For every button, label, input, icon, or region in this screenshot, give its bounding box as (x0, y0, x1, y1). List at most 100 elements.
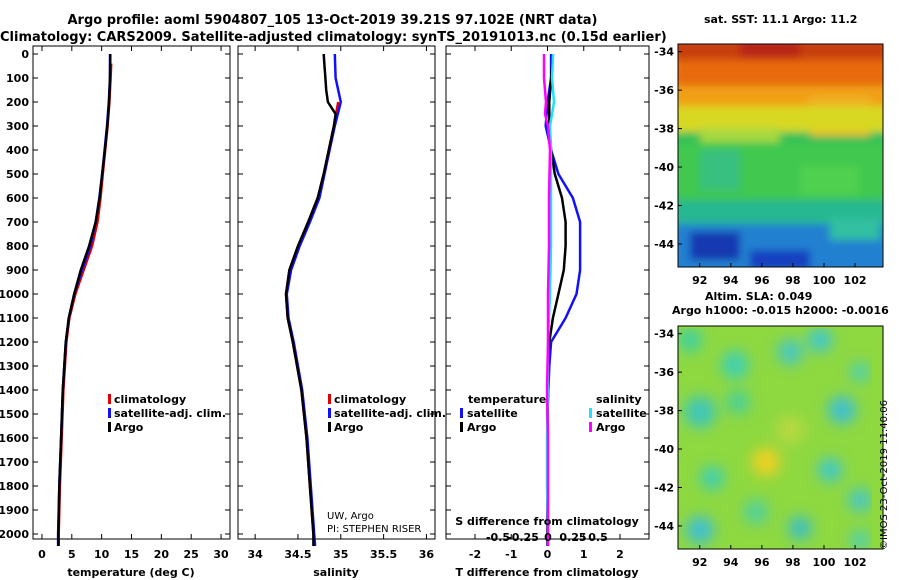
series-line-climatology (284, 101, 340, 547)
x-tick-label: 25 (184, 548, 199, 561)
legend-title-temperature: temperature (468, 393, 546, 406)
x-tick-label: 10 (94, 548, 110, 561)
series-line-argo (57, 53, 112, 546)
legend-swatch-climatology (108, 394, 111, 404)
sst-heatmap (678, 44, 883, 267)
legend-label-satellite: satellite-adj. clim. (114, 407, 226, 420)
map-y-tick-label: -34 (654, 328, 674, 341)
map-x-tick-label: 100 (813, 556, 836, 569)
salinity-legend: climatology satellite-adj. clim. Argo (328, 393, 446, 434)
map-x-tick-label: 96 (754, 274, 770, 287)
map-x-tick-label: 100 (813, 274, 836, 287)
temperature-xlabel: temperature (deg C) (67, 566, 194, 579)
x-tick-label: 5 (68, 548, 76, 561)
depth-tick-label: 500 (6, 168, 29, 181)
legend-label-argo: Argo (114, 421, 144, 434)
series-line-salinity-argo (542, 54, 552, 546)
source-annotation: UW, Argo (327, 511, 374, 522)
depth-tick-label: 800 (6, 240, 29, 253)
x-tick-label: 36 (419, 548, 435, 561)
depth-tick-label: 300 (6, 120, 29, 133)
map-y-tick-label: -34 (654, 46, 674, 59)
map-y-tick-label: -38 (654, 405, 674, 418)
depth-tick-label: 600 (6, 192, 29, 205)
legend-swatch-argo (108, 422, 111, 432)
s-difference-label: S difference from climatology (455, 515, 639, 528)
legend-swatch-satellite (328, 408, 331, 418)
map-x-tick-label: 94 (723, 556, 739, 569)
legend-swatch-temp-satellite (460, 408, 463, 418)
map-y-tick-label: -38 (654, 123, 674, 136)
x-tick-label: -2 (469, 548, 481, 561)
map-y-tick-label: -40 (654, 161, 674, 174)
map-x-tick-label: 102 (844, 274, 867, 287)
difference-xlabel: T difference from climatology (455, 566, 638, 579)
x-tick-label: 35 (333, 548, 348, 561)
legend-swatch-argo (328, 422, 331, 432)
legend-label-climatology: climatology (114, 393, 186, 406)
legend-swatch-satellite (108, 408, 111, 418)
chart-title-line1: Argo profile: aoml 5904807_105 13-Oct-20… (67, 13, 598, 28)
sst-map-frame (677, 43, 884, 268)
difference-legend: temperature satellite Argo salinity sate… (460, 393, 647, 434)
sst-map-title: sat. SST: 11.1 Argo: 11.2 (704, 13, 858, 26)
s-tick-label: 0.5 (588, 531, 608, 544)
x-tick-label: 2 (616, 548, 624, 561)
x-tick-label: 20 (154, 548, 170, 561)
x-tick-label: 0 (544, 548, 552, 561)
legend-swatch-sal-argo (589, 422, 592, 432)
temperature-legend: climatology satellite-adj. clim. Argo (108, 393, 226, 434)
sla-map-title-line1: Altim. SLA: 0.049 (705, 290, 813, 303)
x-tick-label: 15 (124, 548, 139, 561)
copyright-credit: ©IMOS 23-Oct-2019 11:40:06 (879, 399, 890, 550)
legend-label-temp-satellite: satellite (467, 407, 518, 420)
chart-title-line2: Climatology: CARS2009. Satellite-adjuste… (0, 30, 667, 45)
map-x-tick-label: 98 (785, 274, 800, 287)
s-tick-label: -0.25 (507, 531, 539, 544)
map-x-tick-label: 92 (692, 274, 707, 287)
depth-tick-label: 1200 (0, 336, 29, 349)
map-x-tick-label: 94 (723, 274, 739, 287)
s-tick-label: 0 (544, 531, 552, 544)
depth-tick-label: 1500 (0, 408, 29, 421)
legend-label-climatology: climatology (334, 393, 406, 406)
map-x-tick-label: 102 (844, 556, 867, 569)
map-y-tick-label: -42 (654, 199, 674, 212)
map-x-tick-label: 96 (754, 556, 770, 569)
x-tick-label: 0 (38, 548, 46, 561)
salinity-xlabel: salinity (313, 566, 359, 579)
depth-tick-label: 0 (21, 48, 29, 61)
x-tick-label: 1 (580, 548, 588, 561)
x-tick-label: 35.5 (370, 548, 397, 561)
sla-map-title-line2: Argo h1000: -0.015 h2000: -0.0016 (672, 304, 889, 317)
depth-tick-label: 100 (6, 72, 29, 85)
temperature-plot-frame (32, 45, 231, 540)
s-tick-label: 0.25 (559, 531, 586, 544)
depth-tick-label: 1000 (0, 288, 29, 301)
depth-tick-label: 400 (6, 144, 29, 157)
legend-label-temp-argo: Argo (467, 421, 497, 434)
depth-tick-label: 200 (6, 96, 29, 109)
x-tick-label: 30 (213, 548, 229, 561)
legend-label-sal-argo: Argo (596, 421, 626, 434)
depth-tick-label: 2000 (0, 528, 29, 541)
depth-tick-label: 700 (6, 216, 29, 229)
salinity-plot-frame (237, 45, 436, 540)
depth-tick-label: 1900 (0, 504, 29, 517)
map-y-tick-label: -36 (654, 84, 674, 97)
map-x-tick-label: 98 (785, 556, 800, 569)
sla-map-frame (677, 325, 884, 550)
legend-label-argo: Argo (334, 421, 364, 434)
x-tick-label: 34 (247, 548, 263, 561)
s-tick-label: -0.5 (486, 531, 510, 544)
legend-label-sal-satellite: satellite (596, 407, 647, 420)
map-y-tick-label: -36 (654, 366, 674, 379)
depth-tick-label: 1800 (0, 480, 29, 493)
series-line-argo (284, 53, 337, 546)
legend-swatch-climatology (328, 394, 331, 404)
legend-label-satellite: satellite-adj. clim. (334, 407, 446, 420)
map-x-tick-label: 92 (692, 556, 707, 569)
map-y-tick-label: -40 (654, 443, 674, 456)
series-line-satellite-adj-clim- (56, 54, 112, 546)
